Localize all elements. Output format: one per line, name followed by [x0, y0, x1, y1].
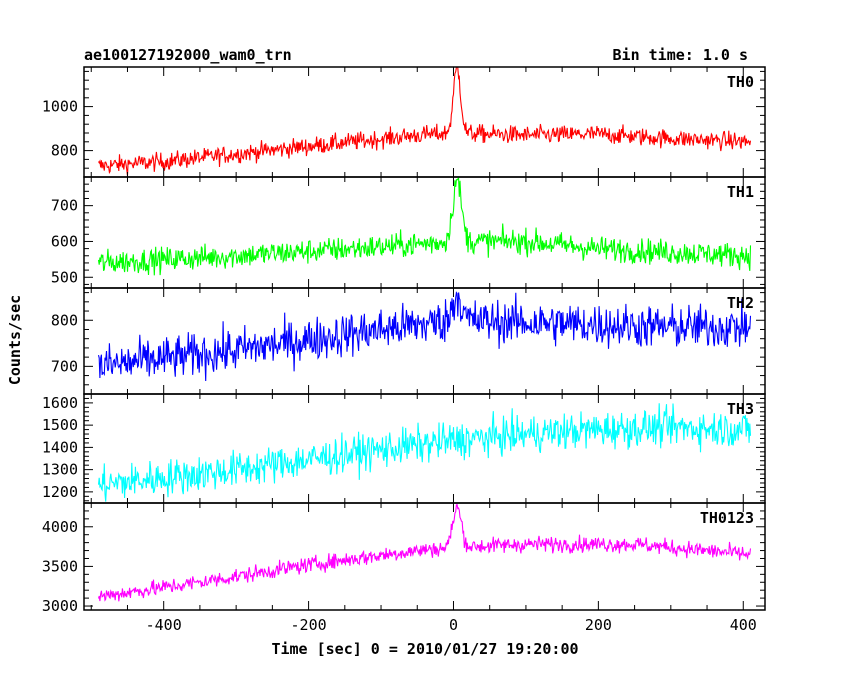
- x-tick-label: 0: [449, 616, 458, 634]
- x-tick-label: 200: [585, 616, 612, 634]
- y-tick-label: 1600: [42, 394, 78, 412]
- y-tick-label: 500: [51, 268, 78, 286]
- panels-layer: 8001000TH0500600700TH1700800TH2120013001…: [42, 66, 766, 634]
- y-tick-label: 800: [51, 142, 78, 160]
- series-line-th0: [98, 67, 752, 176]
- bin-time-label: Bin time: 1.0 s: [613, 46, 748, 64]
- series-line-th1: [97, 177, 752, 276]
- panel-th2: 700 800 TH2: [51, 287, 766, 395]
- panel-label-th1: TH1: [727, 183, 754, 201]
- y-tick-label: 4000: [42, 518, 78, 536]
- series-line-th2: [97, 291, 752, 382]
- x-axis-title: Time [sec] 0 = 2010/01/27 19:20:00: [271, 640, 578, 658]
- y-tick-label: 1400: [42, 438, 78, 456]
- y-axis-title: Counts/sec: [6, 295, 24, 385]
- panel-frame: [83, 176, 766, 289]
- y-tick-label: 3000: [42, 597, 78, 615]
- series-line-th3: [97, 403, 752, 502]
- series-line-th0123: [97, 503, 752, 602]
- panel-th3: 1200 1300 1400 1500 1600 TH3: [42, 393, 766, 504]
- x-tick-label: 400: [730, 616, 757, 634]
- panel-label-th3: TH3: [727, 400, 754, 418]
- y-tick-label: 3500: [42, 557, 78, 575]
- y-tick-label: 700: [51, 197, 78, 215]
- y-tick-label: 1200: [42, 483, 78, 501]
- x-tick-label: -400: [146, 616, 182, 634]
- panel-label-th0123: TH0123: [700, 509, 754, 527]
- y-tick-label: 800: [51, 311, 78, 329]
- y-tick-label: 1500: [42, 416, 78, 434]
- panel-frame: [83, 393, 766, 504]
- x-tick-label: -200: [291, 616, 327, 634]
- panel-th0: 800 1000 TH0: [42, 66, 766, 178]
- y-tick-label: 1000: [42, 98, 78, 116]
- panel-frame: [83, 502, 766, 611]
- panel-label-th0: TH0: [727, 73, 754, 91]
- y-tick-label: 700: [51, 357, 78, 375]
- panel-frame: [83, 287, 766, 395]
- panel-label-th2: TH2: [727, 294, 754, 312]
- chart-title: ae100127192000_wam0_trn: [84, 46, 292, 64]
- panel-th0123: 3000 3500 4000 TH0123: [42, 502, 766, 615]
- panel-th1: 500 600 700 TH1: [51, 176, 766, 289]
- y-tick-label: 1300: [42, 461, 78, 479]
- y-tick-label: 600: [51, 232, 78, 250]
